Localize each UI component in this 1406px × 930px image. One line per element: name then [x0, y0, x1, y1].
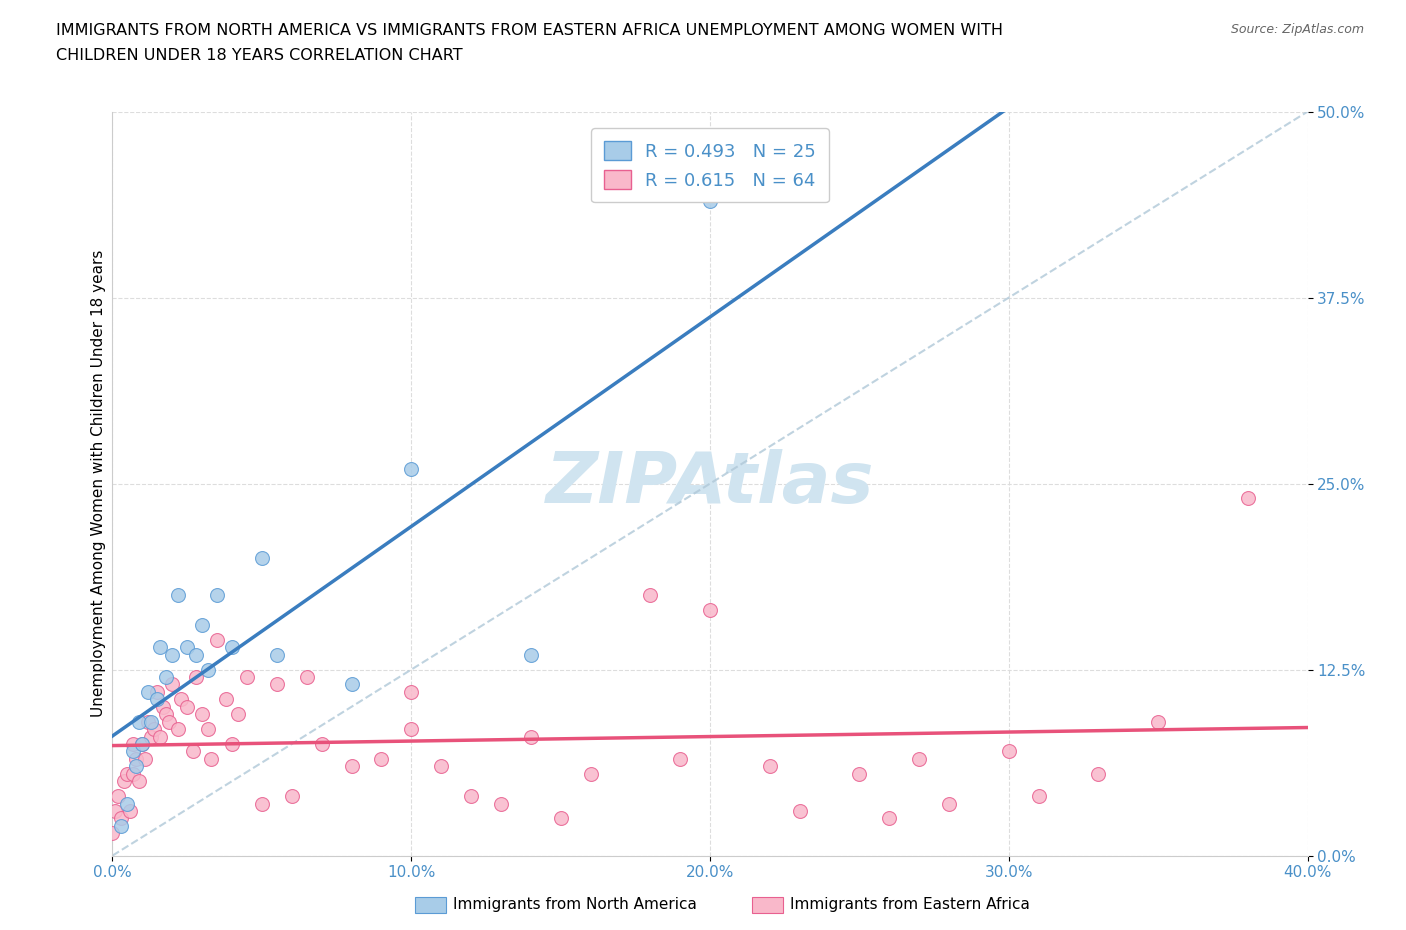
Point — [122, 766, 145, 781]
Point — [125, 751, 148, 766]
Point — [221, 737, 243, 751]
Point — [579, 766, 602, 781]
Point — [401, 461, 423, 476]
Point — [669, 751, 692, 766]
Point — [430, 759, 453, 774]
Point — [1237, 491, 1260, 506]
Point — [141, 714, 163, 729]
Point — [460, 789, 482, 804]
Point — [1028, 789, 1050, 804]
Point — [401, 684, 423, 699]
Text: Immigrants from North America: Immigrants from North America — [453, 897, 696, 912]
Point — [908, 751, 931, 766]
Point — [550, 811, 572, 826]
Point — [191, 707, 214, 722]
Point — [125, 759, 148, 774]
Point — [186, 670, 208, 684]
Point — [141, 729, 163, 744]
Point — [149, 640, 172, 655]
Text: IMMIGRANTS FROM NORTH AMERICA VS IMMIGRANTS FROM EASTERN AFRICA UNEMPLOYMENT AMO: IMMIGRANTS FROM NORTH AMERICA VS IMMIGRA… — [56, 23, 1004, 38]
Point — [266, 677, 288, 692]
Point — [215, 692, 238, 707]
Y-axis label: Unemployment Among Women with Children Under 18 years: Unemployment Among Women with Children U… — [91, 250, 105, 717]
Point — [107, 789, 129, 804]
Point — [295, 670, 318, 684]
Point — [266, 647, 288, 662]
Point — [250, 796, 273, 811]
Point — [401, 722, 423, 737]
Point — [205, 588, 228, 603]
Point — [138, 714, 160, 729]
Point — [162, 647, 183, 662]
Point — [122, 744, 145, 759]
Point — [879, 811, 901, 826]
Point — [197, 722, 219, 737]
Point — [167, 722, 190, 737]
Point — [181, 744, 204, 759]
Point — [101, 826, 124, 841]
Point — [191, 618, 214, 632]
Text: CHILDREN UNDER 18 YEARS CORRELATION CHART: CHILDREN UNDER 18 YEARS CORRELATION CHAR… — [56, 48, 463, 63]
Point — [143, 722, 166, 737]
Point — [176, 699, 198, 714]
Point — [186, 647, 208, 662]
Point — [699, 193, 721, 208]
Text: ZIPAtlas: ZIPAtlas — [546, 449, 875, 518]
Point — [110, 818, 132, 833]
Point — [146, 692, 169, 707]
Point — [114, 774, 135, 789]
Point — [281, 789, 304, 804]
Point — [489, 796, 512, 811]
Point — [117, 766, 139, 781]
Point — [699, 603, 721, 618]
Point — [640, 588, 662, 603]
Point — [167, 588, 190, 603]
Point — [128, 714, 150, 729]
Point — [128, 774, 150, 789]
Point — [205, 632, 228, 647]
Point — [236, 670, 259, 684]
Point — [520, 729, 543, 744]
Point — [152, 699, 174, 714]
Point — [162, 677, 183, 692]
Point — [340, 677, 363, 692]
Point — [226, 707, 249, 722]
Point — [250, 551, 273, 565]
Point — [134, 751, 156, 766]
Text: Source: ZipAtlas.com: Source: ZipAtlas.com — [1230, 23, 1364, 36]
Point — [848, 766, 870, 781]
Point — [938, 796, 960, 811]
Point — [122, 737, 145, 751]
Point — [221, 640, 243, 655]
Legend: R = 0.493   N = 25, R = 0.615   N = 64: R = 0.493 N = 25, R = 0.615 N = 64 — [592, 128, 828, 202]
Point — [311, 737, 333, 751]
Point — [146, 684, 169, 699]
Point — [170, 692, 193, 707]
Point — [104, 804, 127, 818]
Point — [110, 811, 132, 826]
Point — [340, 759, 363, 774]
Point — [200, 751, 222, 766]
Text: Immigrants from Eastern Africa: Immigrants from Eastern Africa — [790, 897, 1031, 912]
Point — [149, 729, 172, 744]
Point — [789, 804, 811, 818]
Point — [120, 804, 142, 818]
Point — [998, 744, 1021, 759]
Point — [155, 707, 177, 722]
Point — [131, 737, 153, 751]
Point — [197, 662, 219, 677]
Point — [520, 647, 543, 662]
Point — [157, 714, 180, 729]
Point — [759, 759, 782, 774]
Point — [370, 751, 392, 766]
Point — [138, 684, 160, 699]
Point — [1147, 714, 1170, 729]
Point — [117, 796, 139, 811]
Point — [1087, 766, 1109, 781]
Point — [176, 640, 198, 655]
Point — [131, 737, 153, 751]
Point — [155, 670, 177, 684]
